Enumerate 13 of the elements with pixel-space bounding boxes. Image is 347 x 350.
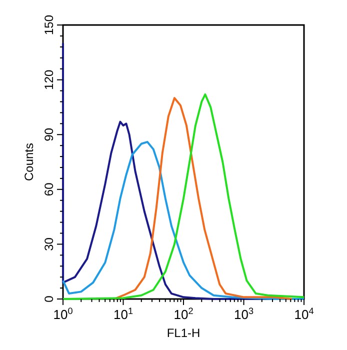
y-tick-label: 120 (42, 69, 56, 90)
x-tick-label: 10$^{4}$ (294, 306, 314, 322)
x-tick-label: 10$^{0}$ (53, 306, 73, 322)
y-tick-label: 60 (42, 182, 56, 196)
y-tick-label: 90 (42, 128, 56, 142)
y-axis-title: Counts (22, 142, 36, 182)
y-tick-label: 0 (42, 295, 56, 302)
x-tick-label: 10$^{3}$ (234, 306, 254, 322)
x-tick-label: 10$^{2}$ (174, 306, 194, 322)
x-tick-label: 10$^{1}$ (113, 306, 134, 322)
y-tick-label: 150 (42, 14, 56, 36)
x-axis-title: FL1-H (166, 326, 200, 340)
y-tick-label: 30 (42, 237, 56, 251)
